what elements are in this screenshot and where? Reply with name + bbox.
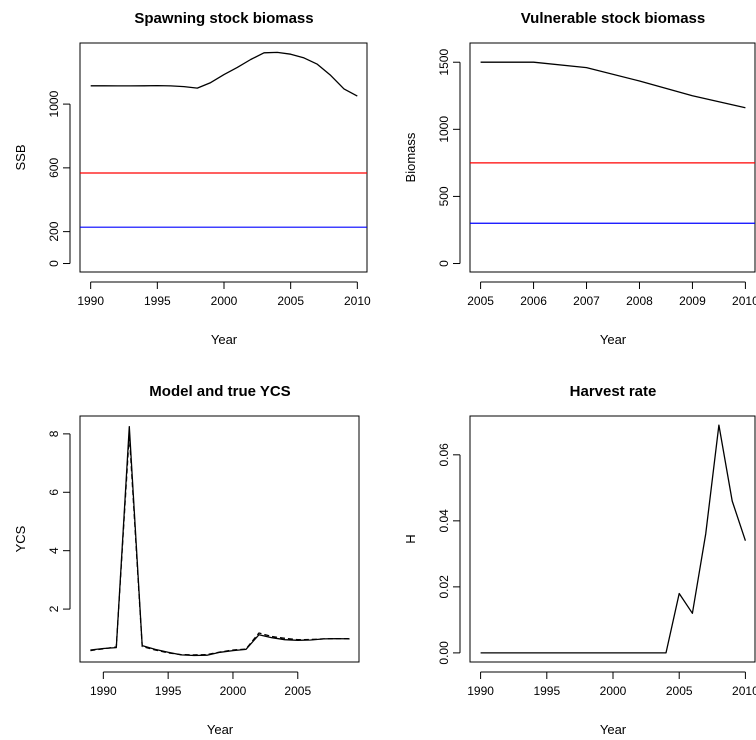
y-tick-label: 6 [47,489,61,496]
x-tick-label: 2009 [679,294,706,308]
x-tick-label: 2010 [732,294,756,308]
x-tick-label: 1995 [155,684,182,698]
x-tick-label: 2000 [220,684,247,698]
y-tick-label: 1000 [47,90,61,117]
x-tick-label: 2000 [211,294,238,308]
y-tick-label: 0.02 [437,575,451,599]
x-axis-label: Year [211,332,238,347]
x-tick-label: 2007 [573,294,600,308]
x-tick-label: 2000 [600,684,627,698]
y-axis-label: SSB [13,144,28,170]
x-axis-label: Year [600,332,627,347]
plot-frame [79,415,360,663]
x-tick-label: 1990 [77,294,104,308]
x-tick-label: 1995 [144,294,171,308]
y-axis-label: YCS [13,525,28,552]
y-axis-label: Biomass [403,132,418,182]
plot-frame [79,42,368,273]
y-tick-label: 0 [437,260,451,267]
panel-title: Vulnerable stock biomass [521,10,706,27]
y-tick-label: 1000 [437,116,451,143]
x-tick-label: 1990 [90,684,117,698]
x-axis-label: Year [207,722,234,737]
x-tick-label: 1995 [533,684,560,698]
y-axis-label: H [403,534,418,543]
y-tick-label: 0.00 [437,641,451,665]
y-tick-label: 1500 [437,49,451,76]
plot-frame [469,415,756,663]
y-tick-label: 0 [47,260,61,267]
y-tick-label: 0.06 [437,443,451,467]
x-tick-label: 2008 [626,294,653,308]
x-tick-label: 2005 [284,684,311,698]
panel-title: Spawning stock biomass [134,10,313,27]
x-tick-label: 2010 [732,684,756,698]
series-line-1 [480,424,747,654]
series-line-1 [480,61,746,109]
x-tick-label: 2010 [344,294,371,308]
plot-frame [469,42,756,273]
x-tick-label: 1990 [467,684,494,698]
y-tick-label: 600 [47,158,61,178]
y-tick-label: 8 [47,430,61,437]
panel-4: Harvest rate 1990 1995 2000 2005 2010 0.00 0.02… [403,383,756,737]
x-axis-label: Year [600,722,627,737]
series-line-2 [90,433,350,656]
y-tick-label: 2 [47,605,61,612]
panel-title: Model and true YCS [149,383,290,400]
panel-3: Model and true YCS 1990 1995 2000 2005 2 4 6 8 Ye… [13,383,360,737]
panel-title: Harvest rate [570,383,657,400]
panel-2: Vulnerable stock biomass 2005 2006 2007 2008… [403,10,756,347]
y-tick-label: 200 [47,221,61,241]
series-line-1 [90,425,350,657]
x-tick-label: 2005 [277,294,304,308]
x-tick-label: 2006 [520,294,547,308]
y-tick-label: 0.04 [437,509,451,533]
x-tick-label: 2005 [467,294,494,308]
y-tick-label: 500 [437,186,451,206]
x-tick-label: 2005 [666,684,693,698]
y-tick-label: 4 [47,547,61,554]
series-line-1 [90,51,358,97]
